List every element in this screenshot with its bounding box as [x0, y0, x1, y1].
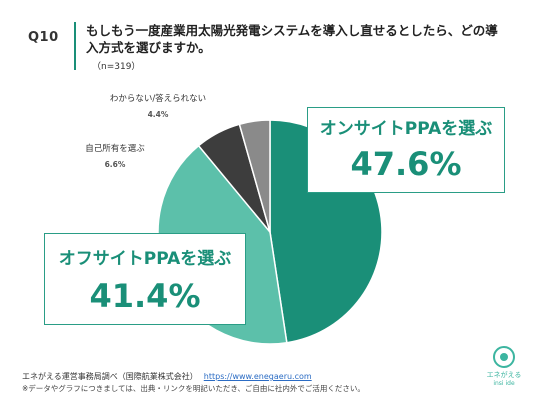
logo-name: エネがえる — [486, 371, 522, 379]
sample-size: （n=319） — [92, 62, 141, 72]
slice-value-2: 6.6% — [105, 160, 126, 169]
logo-mark-icon — [493, 346, 515, 368]
slice-label-3: わからない/答えられない — [110, 93, 206, 104]
callout-offsite-label: オフサイトPPAを選ぶ — [58, 249, 232, 269]
question-divider — [74, 22, 76, 70]
callout-onsite-label: オンサイトPPAを選ぶ — [319, 119, 493, 139]
usage-note: ※データやグラフにつきましては、出典・リンクを明記いただき、ご自由に社内外でご活… — [22, 384, 365, 393]
slice-label-2: 自己所有を選ぶ — [85, 143, 145, 154]
pie-slice-3 — [238, 119, 271, 233]
question-number: Q10 — [28, 30, 59, 45]
question-text: もしもう一度産業用太陽光発電システムを導入し直せるとしたら、どの導入方式を選びま… — [86, 23, 498, 55]
enegaeru-logo: エネがえる insi ide — [482, 346, 526, 396]
slice-value-3: 4.4% — [148, 110, 169, 119]
logo-sub: insi ide — [493, 380, 515, 387]
source-line: エネがえる運営事務局調べ（国際航業株式会社） https://www.enegae… — [22, 371, 312, 382]
callout-offsite-value: 41.4% — [89, 277, 201, 315]
callout-onsite-ppa: オンサイトPPAを選ぶ 47.6% — [307, 107, 505, 193]
callout-onsite-value: 47.6% — [350, 145, 462, 183]
source-link[interactable]: https://www.enegaeru.com — [203, 372, 312, 381]
source-text: エネがえる運営事務局調べ（国際航業株式会社） — [22, 372, 198, 381]
callout-offsite-ppa: オフサイトPPAを選ぶ 41.4% — [44, 233, 246, 325]
